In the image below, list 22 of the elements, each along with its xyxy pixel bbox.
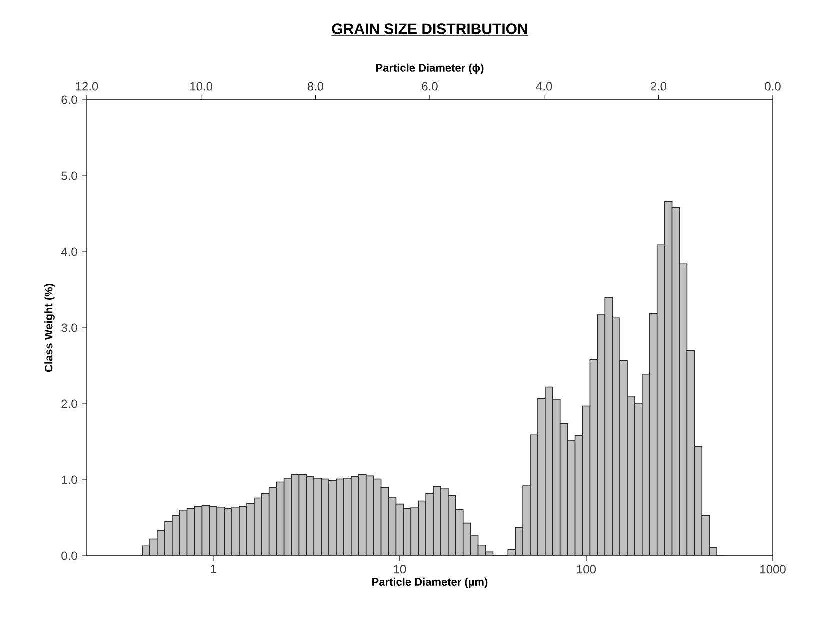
x-tick-label: 1 (211, 565, 216, 574)
x-tick-label: 1000 (760, 565, 786, 574)
y-tick-label: 0.0 (62, 552, 78, 560)
x2-tick-label: 6.0 (422, 82, 438, 91)
x2-tick-label: 8.0 (308, 82, 324, 91)
y-tick-label: 4.0 (61, 248, 78, 256)
y-tick-label: 3.0 (62, 324, 78, 332)
x2-tick-label: 12.0 (76, 82, 98, 91)
y-tick-label: 5.0 (62, 172, 78, 180)
y-tick-label: 2.0 (62, 400, 78, 408)
y-tick-label: 6.0 (62, 96, 78, 104)
x2-tick-label: 2.0 (650, 82, 667, 91)
chart-title: GRAIN SIZE DISTRIBUTION (332, 24, 528, 34)
x-axis-title: Particle Diameter (µm) (372, 578, 488, 588)
x2-axis-title: Particle Diameter (ϕ) (376, 64, 484, 74)
x2-tick-label: 4.0 (536, 82, 552, 91)
x2-tick-label: 10.0 (190, 82, 213, 91)
x-tick-label: 10 (394, 565, 406, 574)
y-tick-label: 1.0 (62, 476, 78, 484)
y-axis-title: Class Weight (%) (44, 284, 55, 372)
x2-tick-label: 0.0 (765, 82, 781, 91)
x-tick-label: 100 (577, 565, 596, 574)
